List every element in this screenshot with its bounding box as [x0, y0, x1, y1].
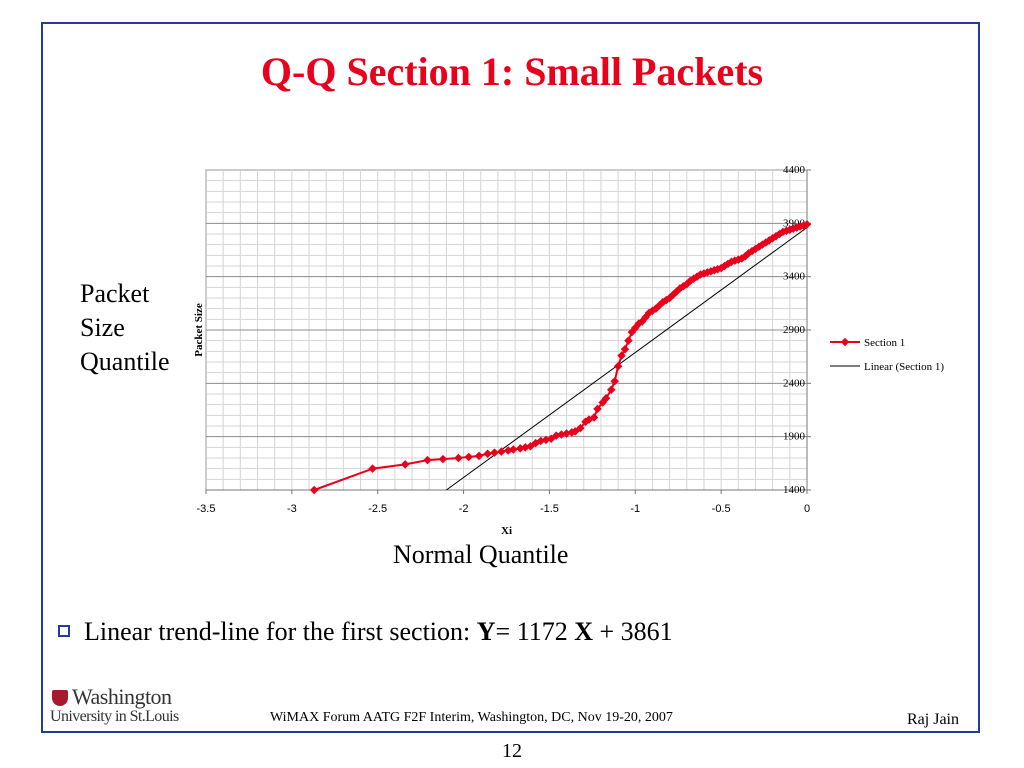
- x-tick-label: -2.5: [368, 503, 387, 515]
- footer-author: Raj Jain: [907, 711, 959, 728]
- x-tick-label: -1: [630, 503, 640, 515]
- x-quantile-label: Normal Quantile: [393, 540, 569, 569]
- data-point: [607, 385, 616, 394]
- bullet-item: Linear trend-line for the first section:…: [58, 617, 673, 647]
- x-tick-label: -3: [287, 503, 297, 515]
- data-point: [497, 447, 506, 456]
- y-quantile-line-3: Quantile: [80, 347, 170, 376]
- data-point: [309, 485, 319, 495]
- data-point: [509, 445, 518, 454]
- equation-y: Y: [476, 617, 496, 646]
- y-tick-label: 2400: [783, 377, 806, 389]
- x-tick-label: -1.5: [540, 503, 559, 515]
- qq-chart: -3.5 -3 -2.5 -2 -1.5 -1 -0.5 0 1400 1900 2400 2900 3…: [193, 164, 944, 537]
- equation-x: X: [574, 617, 594, 646]
- y-tick-label: 3400: [783, 271, 806, 283]
- data-point: [610, 376, 619, 386]
- data-point: [601, 394, 611, 403]
- x-tick-label: 0: [804, 503, 810, 515]
- data-point: [620, 344, 630, 354]
- shield-icon: [52, 690, 68, 706]
- series-points: [309, 220, 812, 495]
- equation-tail: + 3861: [593, 617, 673, 646]
- x-tick-label: -2: [459, 503, 469, 515]
- y-quantile-line-2: Size: [80, 313, 125, 342]
- data-point: [490, 448, 499, 457]
- x-tick-label: -0.5: [712, 503, 731, 515]
- equation-mid: = 1172: [495, 617, 575, 646]
- y-quantile-line-1: Packet: [80, 279, 150, 308]
- page-number: 12: [502, 740, 522, 762]
- grid-lines: [206, 170, 807, 490]
- y-quantile-label: Packet Size Quantile: [80, 277, 170, 379]
- y-tick-label: 1900: [783, 431, 806, 443]
- data-point: [624, 336, 633, 345]
- data-point: [613, 362, 623, 371]
- data-point: [576, 423, 585, 433]
- legend: Section 1 Linear (Section 1): [830, 337, 944, 373]
- data-point: [617, 351, 626, 360]
- y-tick-label: 1400: [783, 484, 806, 496]
- y-tick-label: 2900: [783, 324, 806, 336]
- logo-line-1: Washington: [72, 684, 172, 709]
- data-point: [483, 449, 492, 458]
- data-point: [589, 413, 599, 422]
- y-tick-label: 4400: [783, 164, 806, 176]
- legend-label: Linear (Section 1): [864, 361, 944, 373]
- university-logo: Washington University in St.Louis: [50, 684, 200, 730]
- data-point: [464, 452, 473, 462]
- data-point: [400, 460, 410, 469]
- x-tick-label: -3.5: [197, 503, 216, 515]
- slide-frame: [41, 22, 980, 733]
- data-point: [593, 404, 602, 414]
- data-point: [474, 451, 484, 461]
- bullet-prefix: Linear trend-line for the first section:: [84, 617, 477, 646]
- data-point: [368, 464, 377, 473]
- data-point: [454, 453, 463, 463]
- logo-line-2: University in St.Louis: [50, 708, 179, 725]
- trend-line: [446, 227, 808, 491]
- legend-marker: [840, 337, 850, 347]
- footer-text: WiMAX Forum AATG F2F Interim, Washington…: [270, 710, 673, 725]
- legend-label: Section 1: [864, 337, 905, 349]
- y-axis-title: Packet Size: [193, 303, 205, 357]
- data-point: [423, 455, 432, 465]
- data-point: [438, 454, 448, 464]
- slide-title: Q-Q Section 1: Small Packets: [260, 49, 764, 94]
- x-axis-title: Xi: [501, 525, 512, 537]
- square-bullet-icon: [58, 625, 70, 637]
